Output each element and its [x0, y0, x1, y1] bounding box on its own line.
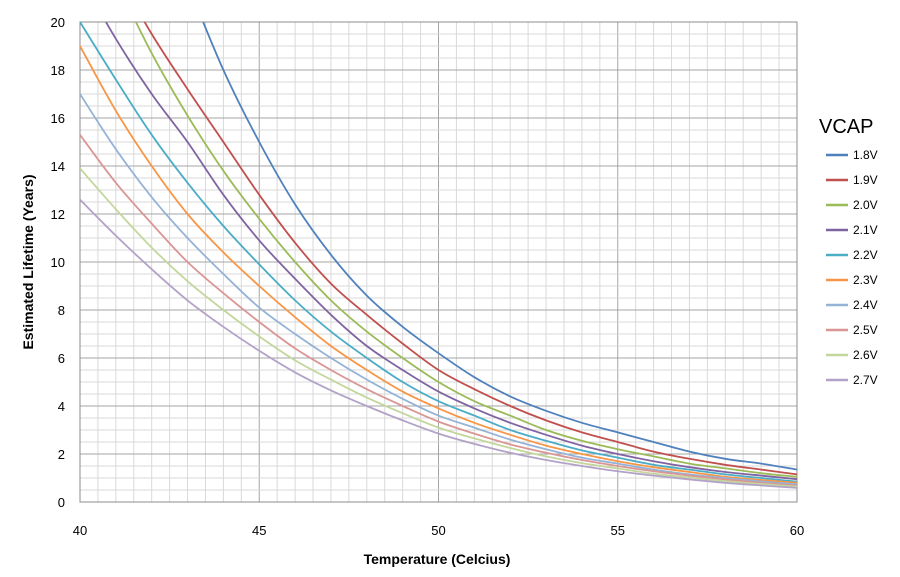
series-line-1.9V	[143, 22, 797, 476]
series-line-1.8V	[202, 22, 797, 471]
x-tick-label: 60	[790, 523, 804, 538]
x-tick-label: 50	[431, 523, 445, 538]
y-tick-label: 2	[58, 447, 65, 462]
legend-label-1.8V: 1.8V	[853, 148, 878, 162]
legend-label-2.5V: 2.5V	[853, 323, 878, 337]
y-tick-label: 16	[51, 111, 65, 126]
y-tick-label: 14	[51, 159, 65, 174]
x-axis-title: Temperature (Celcius)	[364, 551, 511, 567]
legend: VCAP 1.8V 1.9V 2.0V 2.1V 2.2V 2.3V 2.4V 2.5V 2.6…	[819, 116, 878, 387]
series-line-2.1V	[104, 22, 797, 481]
plot-area-border	[79, 21, 798, 503]
y-tick-label: 6	[58, 351, 65, 366]
legend-label-2.3V: 2.3V	[853, 273, 878, 287]
legend-label-2.4V: 2.4V	[853, 298, 878, 312]
legend-label-2.1V: 2.1V	[853, 223, 878, 237]
series-line-2.6V	[80, 167, 797, 488]
y-tick-label: 20	[51, 15, 65, 30]
legend-label-2.6V: 2.6V	[853, 348, 878, 362]
series-lines	[80, 22, 797, 489]
legend-title: VCAP	[819, 116, 873, 138]
y-tick-label: 10	[51, 255, 65, 270]
y-axis-title: Estimated Lifetime (Years)	[20, 174, 36, 349]
tick-labels: 40 45 50 55 60 0 2 4 6 8 10 12 14 16 18 20	[51, 15, 805, 538]
series-line-2.0V	[134, 22, 797, 478]
series-line-2.4V	[80, 93, 797, 486]
legend-label-2.7V: 2.7V	[853, 373, 878, 387]
legend-label-2.0V: 2.0V	[853, 198, 878, 212]
x-tick-label: 40	[73, 523, 87, 538]
x-tick-label: 55	[611, 523, 625, 538]
series-line-2.5V	[80, 134, 797, 487]
y-tick-label: 18	[51, 63, 65, 78]
series-line-2.2V	[80, 22, 797, 483]
legend-label-2.2V: 2.2V	[853, 248, 878, 262]
y-tick-label: 12	[51, 207, 65, 222]
x-tick-label: 45	[252, 523, 266, 538]
y-tick-label: 8	[58, 303, 65, 318]
y-tick-label: 4	[58, 399, 65, 414]
y-tick-label: 0	[58, 495, 65, 510]
legend-label-1.9V: 1.9V	[853, 173, 878, 187]
series-line-2.3V	[80, 45, 797, 484]
series-line-2.7V	[80, 198, 797, 489]
